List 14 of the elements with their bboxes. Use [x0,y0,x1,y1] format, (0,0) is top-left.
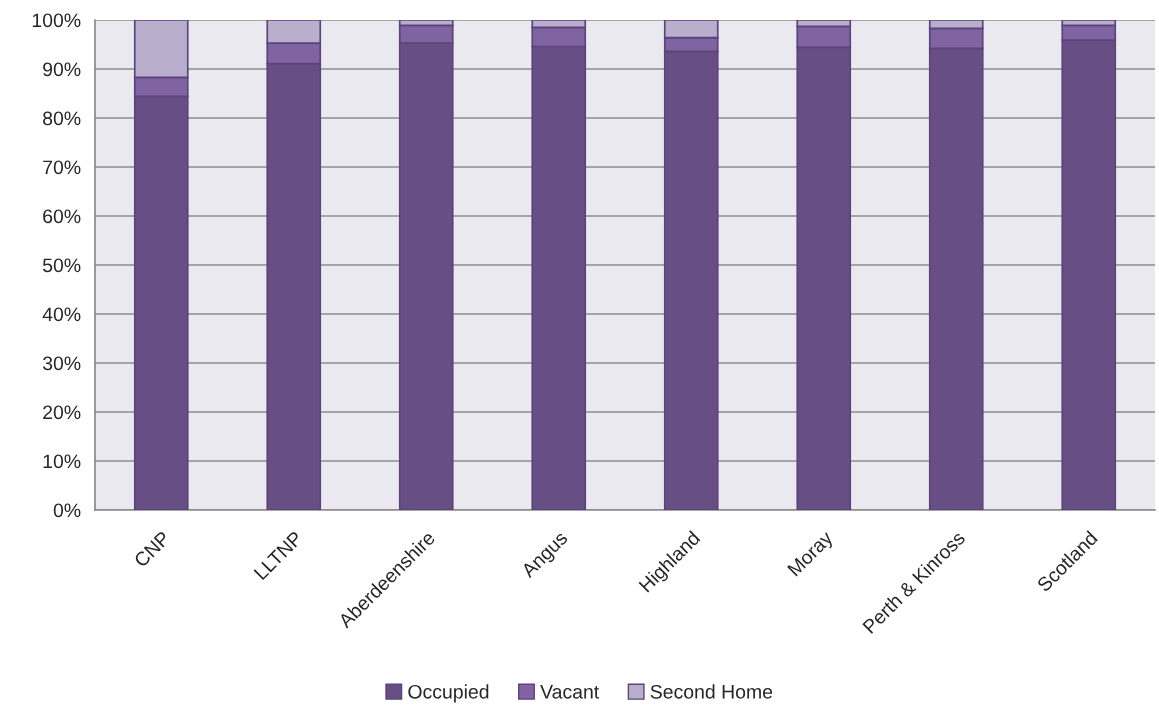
y-tick-label: 60% [43,209,81,224]
y-tick-label: 0% [53,503,81,518]
y-tick-label: 40% [42,307,81,322]
y-tick-label: 20% [43,405,81,420]
y-tick-label: 10% [43,454,81,469]
y-tick-label: 90% [43,62,81,77]
y-tick-label: 50% [42,258,81,273]
legend-label: Second Home [650,684,773,699]
legend-label: Vacant [540,685,600,699]
y-tick-label: 100% [32,13,81,28]
y-tick-label: 80% [43,111,81,126]
y-tick-label: 30% [42,356,81,371]
legend-label: Occupied [408,684,489,703]
y-tick-label: 70% [43,160,81,175]
